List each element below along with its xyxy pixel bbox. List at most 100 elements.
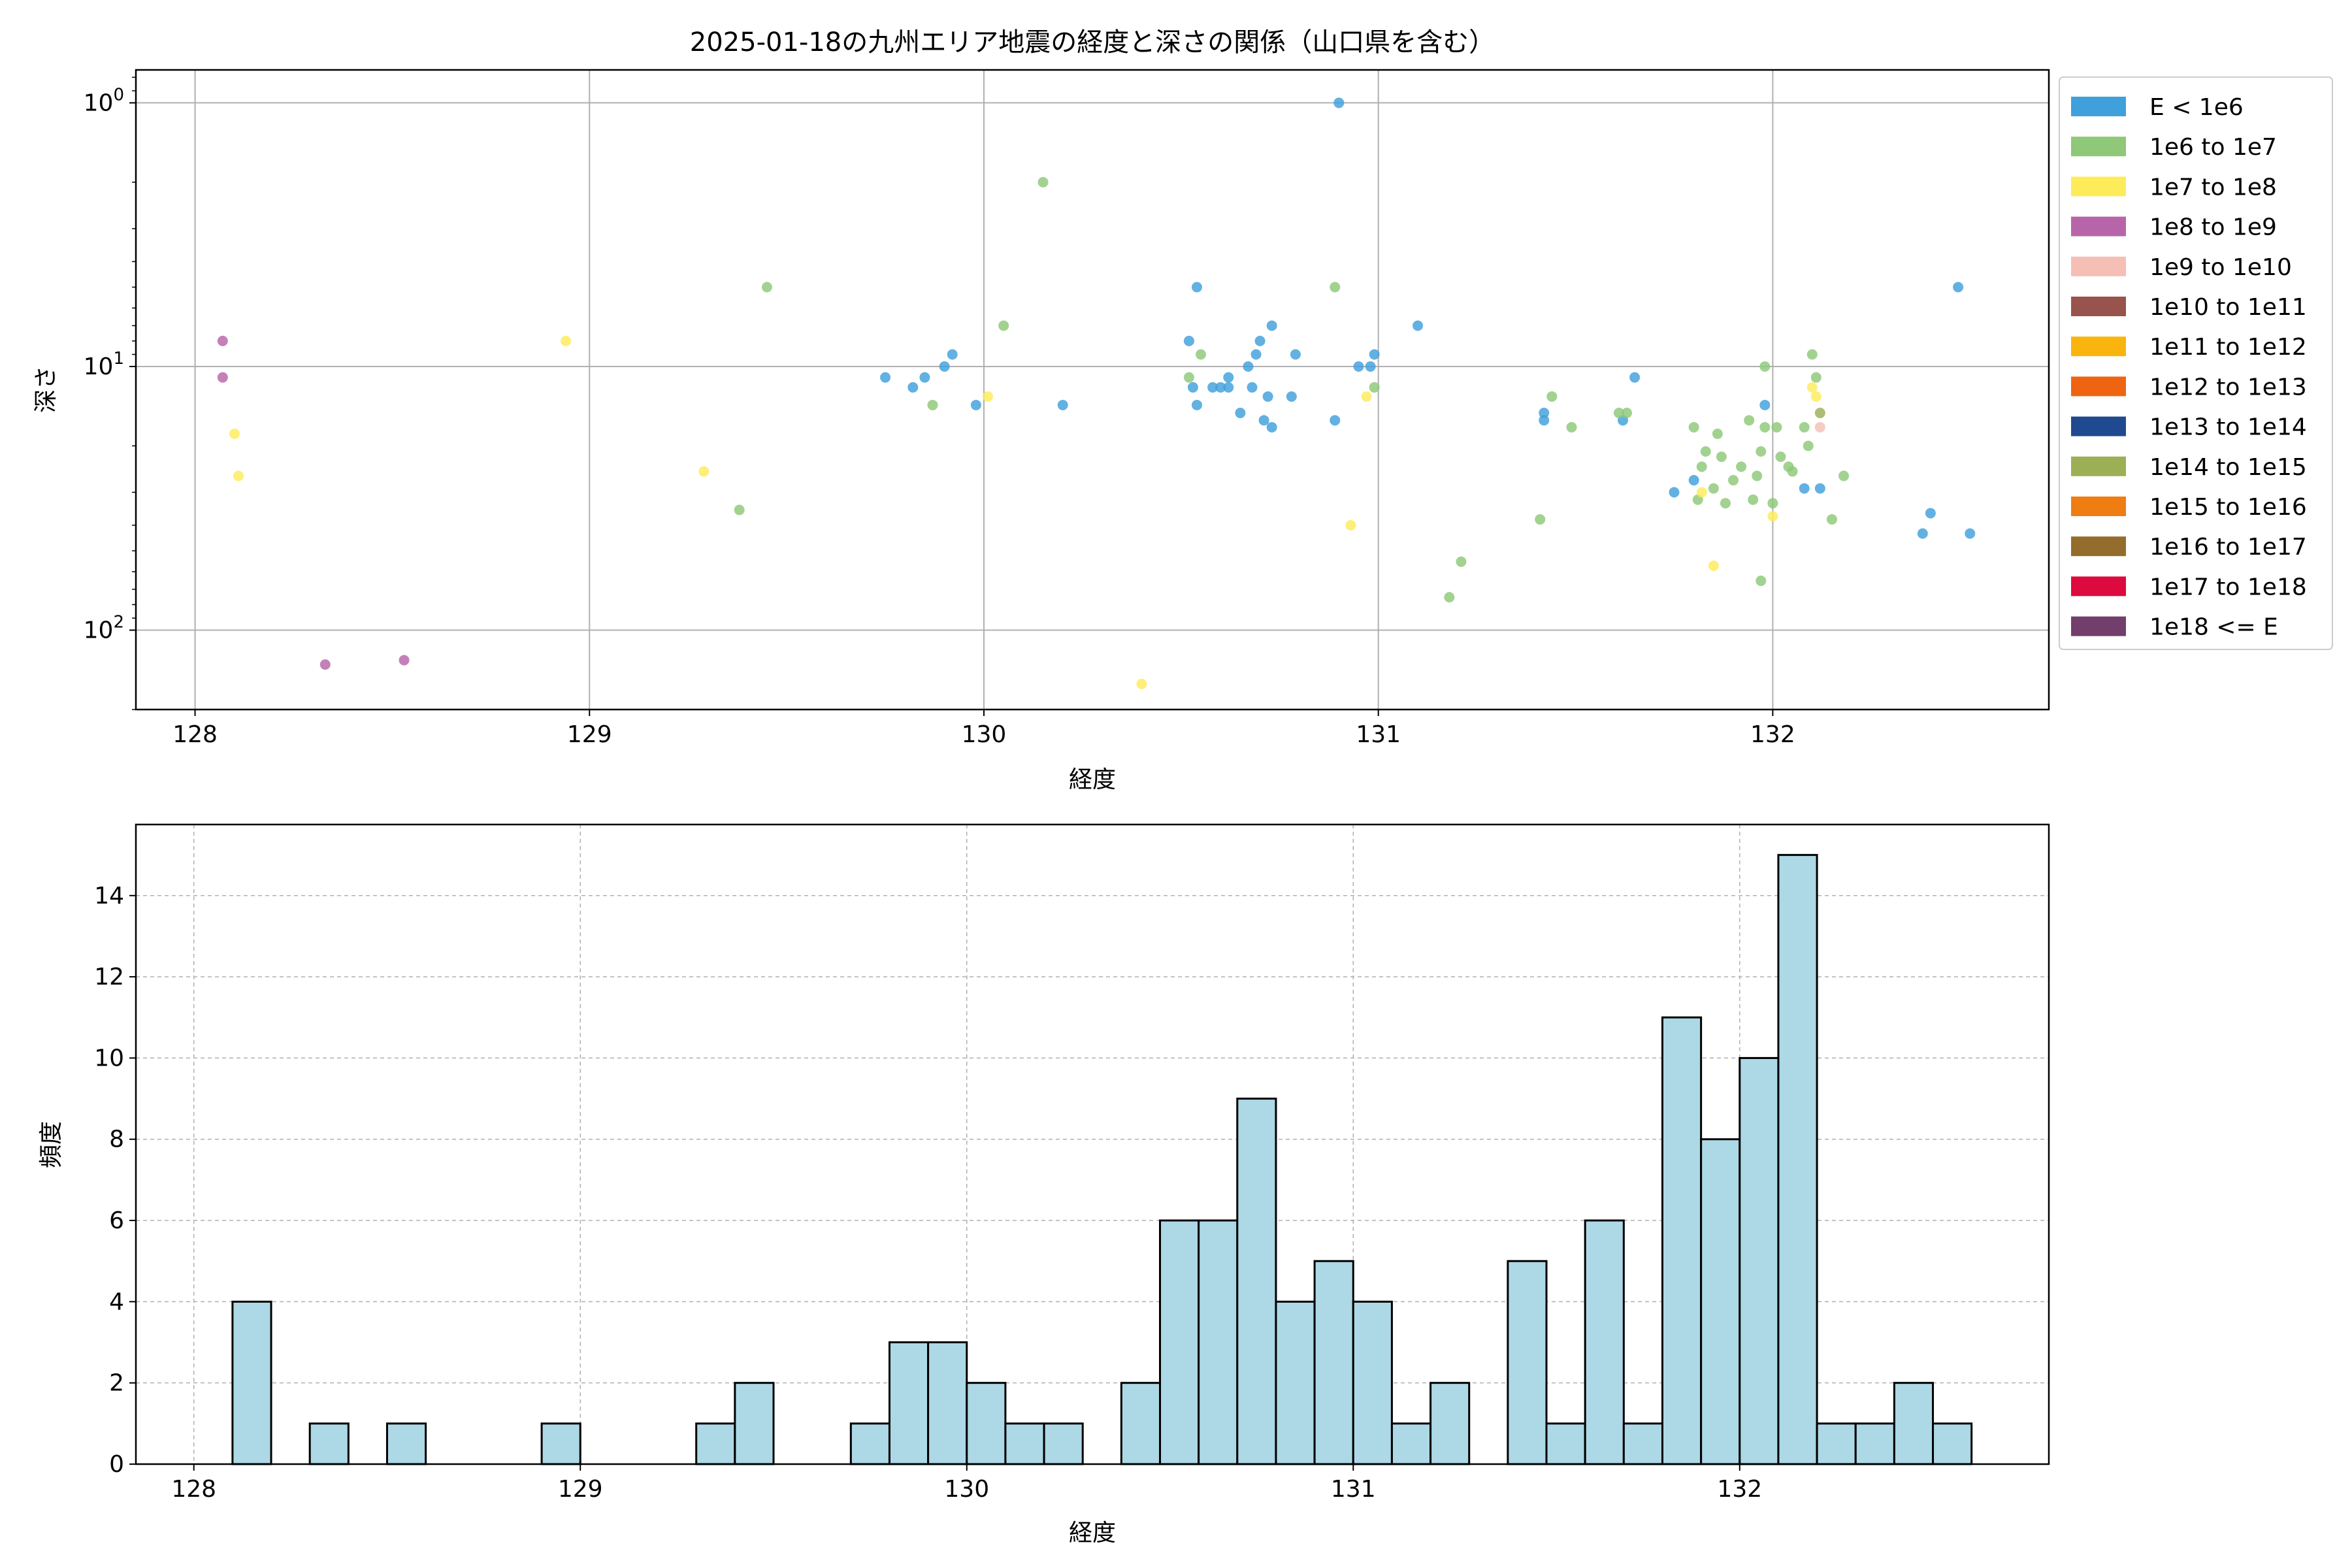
histogram-x-tick-label: 130 xyxy=(944,1476,989,1503)
scatter-point xyxy=(319,659,331,670)
scatter-point xyxy=(1535,514,1546,525)
histogram-y-tick-label: 6 xyxy=(109,1207,124,1234)
scatter-frame xyxy=(135,69,2050,711)
scatter-point xyxy=(1720,498,1731,509)
scatter-point xyxy=(1688,475,1699,486)
legend-swatch xyxy=(2071,216,2126,237)
scatter-point xyxy=(217,372,228,383)
scatter-point xyxy=(1708,561,1719,572)
scatter-point xyxy=(1759,361,1771,372)
scatter-point xyxy=(1057,399,1068,410)
scatter-point xyxy=(1965,528,1976,539)
legend-label: 1e12 to 1e13 xyxy=(2149,374,2307,400)
scatter-y-label: 深さ xyxy=(33,366,59,413)
histogram-bar xyxy=(1932,1422,1973,1465)
scatter-point xyxy=(1810,372,1821,383)
legend-swatch xyxy=(2071,576,2126,596)
chart-title: 2025-01-18の九州エリア地震の経度と深さの関係（山口県を含む） xyxy=(690,27,1495,57)
scatter-point xyxy=(1191,282,1202,293)
scatter-point xyxy=(1622,408,1633,419)
scatter-point xyxy=(698,466,710,477)
scatter-point xyxy=(1191,399,1202,410)
scatter-point xyxy=(1953,282,1964,293)
scatter-point xyxy=(1223,372,1234,383)
histogram-x-tick-label: 132 xyxy=(1717,1476,1762,1503)
scatter-point xyxy=(1806,382,1818,393)
legend: E < 1e6 1e6 to 1e7 1e7 to 1e8 1e8 to 1e9 1e9… xyxy=(2059,76,2333,650)
histogram-x-tick-label: 129 xyxy=(558,1476,603,1503)
histogram-axes: 128 129 130 131 132 0 2 4 6 8 10 12 14 経度 頻度 xyxy=(38,823,2050,1546)
histogram-bar xyxy=(540,1422,581,1465)
scatter-point xyxy=(1187,382,1198,393)
histogram-bar xyxy=(1545,1422,1586,1465)
scatter-point xyxy=(1361,391,1372,402)
scatter-x-label: 経度 xyxy=(1069,766,1116,793)
scatter-point xyxy=(1775,451,1786,463)
scatter-point xyxy=(233,470,244,482)
scatter-point xyxy=(1290,349,1301,360)
scatter-point xyxy=(1353,361,1364,372)
legend-swatch xyxy=(2071,616,2126,636)
scatter-point xyxy=(1365,361,1376,372)
scatter-point xyxy=(1767,511,1778,522)
scatter-point xyxy=(1708,483,1719,494)
scatter-point xyxy=(1700,446,1711,457)
scatter-point xyxy=(1413,320,1424,331)
scatter-point xyxy=(1696,487,1707,498)
scatter-point xyxy=(1262,391,1273,402)
scatter-ticks: 128 129 130 131 132 100 101 102 xyxy=(84,76,1795,748)
scatter-point xyxy=(1183,335,1194,346)
scatter-point xyxy=(1810,391,1821,402)
scatter-point xyxy=(880,372,891,383)
histogram-bar xyxy=(1429,1382,1471,1465)
scatter-point xyxy=(1925,508,1936,519)
histogram-y-tick-label: 10 xyxy=(94,1045,124,1071)
histogram-bar xyxy=(1313,1260,1354,1465)
scatter-point xyxy=(1247,382,1258,393)
histogram-bar xyxy=(1004,1422,1045,1465)
histogram-bar xyxy=(1352,1300,1393,1465)
scatter-point xyxy=(1258,415,1269,426)
scatter-point xyxy=(1756,446,1767,457)
scatter-point xyxy=(1712,428,1723,439)
histogram-bar xyxy=(231,1300,272,1465)
scatter-point xyxy=(1266,421,1277,433)
scatter-point xyxy=(919,372,930,383)
scatter-point xyxy=(1546,391,1558,402)
histogram-bar xyxy=(1661,1016,1703,1465)
scatter-point xyxy=(1196,349,1207,360)
legend-label: 1e17 to 1e18 xyxy=(2149,574,2307,600)
legend-swatch xyxy=(2071,336,2126,357)
scatter-point xyxy=(1803,440,1814,451)
scatter-point xyxy=(1223,382,1234,393)
scatter-point xyxy=(1799,421,1810,433)
scatter-x-tick-label: 129 xyxy=(567,721,612,748)
scatter-point xyxy=(1838,470,1850,482)
histogram-bar xyxy=(695,1422,736,1465)
scatter-point xyxy=(1752,470,1763,482)
legend-label: 1e9 to 1e10 xyxy=(2149,254,2292,281)
histogram-bar xyxy=(385,1422,427,1465)
histogram-bar xyxy=(927,1341,968,1465)
scatter-point xyxy=(1669,487,1680,498)
scatter-x-tick-label: 128 xyxy=(172,721,218,748)
scatter-point xyxy=(1254,335,1266,346)
scatter-point xyxy=(927,399,938,410)
scatter-point xyxy=(1917,528,1928,539)
histogram-bar xyxy=(1854,1422,1895,1465)
histogram-bar xyxy=(734,1382,775,1465)
scatter-point xyxy=(1330,415,1341,426)
histogram-bar xyxy=(308,1422,350,1465)
scatter-point xyxy=(1814,408,1825,419)
scatter-point xyxy=(1744,415,1755,426)
scatter-point xyxy=(1369,349,1380,360)
scatter-point xyxy=(1215,382,1226,393)
scatter-point xyxy=(1748,494,1759,505)
histogram-bar xyxy=(1777,854,1818,1465)
legend-label: 1e18 <= E xyxy=(2149,614,2278,641)
scatter-point xyxy=(947,349,958,360)
legend-items: E < 1e6 1e6 to 1e7 1e7 to 1e8 1e8 to 1e9 1e9… xyxy=(2071,94,2307,641)
scatter-point xyxy=(1767,498,1778,509)
scatter-point xyxy=(1806,349,1818,360)
scatter-point xyxy=(939,361,950,372)
